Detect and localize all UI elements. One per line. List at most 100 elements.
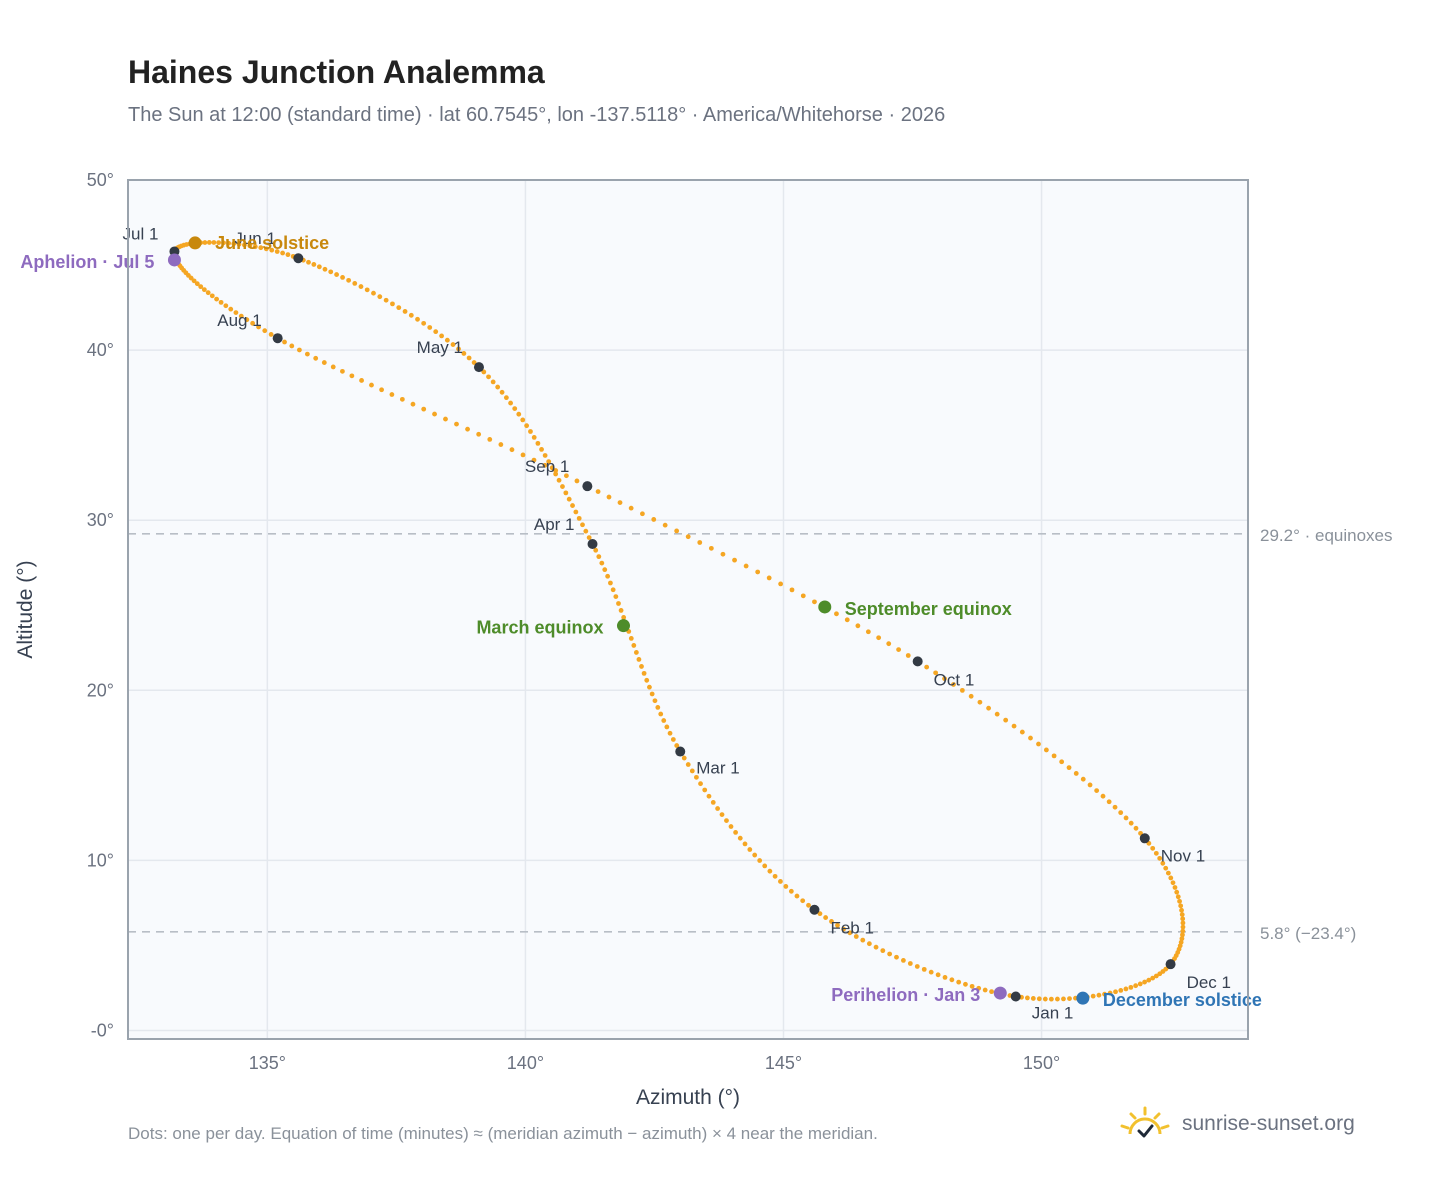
daily-sun-dot [334,272,339,277]
daily-sun-dot [228,306,234,312]
daily-sun-dot [364,287,370,293]
daily-sun-dot [191,278,197,284]
x-tick-label: 145° [765,1053,802,1073]
daily-sun-dot [216,240,222,246]
daily-sun-dot [379,387,384,393]
month-marker-oct-1 [912,656,923,667]
daily-sun-dot [586,535,592,540]
daily-sun-dot [628,636,634,641]
daily-sun-dot [1146,977,1152,983]
daily-sun-dot [520,452,526,458]
daily-sun-dot [256,324,261,330]
reference-line-label: 5.8° (−23.4°) [1260,924,1356,943]
daily-sun-dot [340,275,345,280]
daily-sun-dot [685,762,691,767]
daily-sun-dot [1096,992,1102,998]
daily-sun-dot [710,800,716,805]
daily-sun-dot [649,691,655,697]
daily-sun-dot [959,687,965,693]
daily-sun-dot [855,623,861,629]
daily-sun-dot [580,522,585,528]
daily-sun-dot [599,560,605,566]
daily-sun-dot [539,446,544,452]
daily-sun-dot [389,392,395,397]
daily-sun-dot [1179,936,1185,942]
daily-sun-dot [531,435,537,440]
event-marker-march-equinox [616,619,630,633]
month-marker-jan-1 [1010,991,1021,1002]
month-label-feb-1: Feb 1 [830,919,873,938]
daily-sun-dot [719,812,725,817]
month-marker-mar-1 [675,746,686,757]
month-marker-jul-1 [169,246,180,257]
daily-sun-dot [316,264,322,270]
daily-sun-dot [1180,916,1186,922]
daily-sun-dot [720,551,726,557]
daily-sun-dot [905,653,911,658]
daily-sun-dot [1128,820,1134,826]
daily-sun-dot [1094,788,1100,793]
event-marker-september-equinox [818,600,832,614]
daily-sun-dot [285,252,291,258]
daily-sun-dot [221,240,226,246]
daily-sun-dot [982,987,988,993]
event-marker-june-solstice [188,236,202,250]
daily-sun-dot [1177,898,1182,904]
daily-sun-dot [274,249,280,254]
daily-sun-dot [844,617,850,623]
month-marker-feb-1 [809,904,820,915]
daily-sun-dot [1133,983,1139,989]
daily-sun-dot [969,983,975,989]
daily-sun-dot [1150,975,1156,981]
daily-sun-dot [806,902,811,908]
daily-sun-dot [553,471,559,477]
daily-sun-dot [1128,984,1134,990]
daily-sun-dot [487,436,493,442]
daily-sun-dot [231,241,237,247]
daily-sun-dot [935,972,941,978]
daily-sun-dot [282,339,287,345]
daily-sun-dot [1153,850,1159,856]
event-markers: June solstice December solstice March equi… [20,233,1261,1010]
daily-sun-dot [602,567,608,573]
daily-sun-dot [390,301,395,307]
daily-sun-dot [236,241,242,247]
daily-sun-dot [306,259,311,265]
daily-sun-dot [427,325,433,330]
daily-sun-dot [772,873,778,879]
daily-sun-dot [223,303,229,309]
daily-sun-dot [535,440,541,446]
daily-sun-dot [371,290,376,296]
daily-sun-dot [608,580,613,586]
daily-sun-dot [1073,771,1079,776]
daily-sun-dot [1066,765,1072,771]
daily-sun-dot [606,494,612,500]
daily-sun-dot [383,297,389,303]
month-marker-sep-1 [582,481,593,492]
daily-sun-dot [1055,996,1060,1002]
daily-sun-dot [1107,990,1113,996]
daily-sun-dot [209,293,215,299]
event-marker-december-solstice [1076,991,1090,1005]
daily-sun-dot [1087,782,1093,788]
daily-sun-dot [563,490,569,496]
daily-sun-dot [1172,885,1178,890]
brand-logo[interactable]: sunrise-sunset.org [1118,1102,1355,1146]
daily-sun-dot [524,423,530,429]
daily-sun-dot [662,522,668,528]
daily-sun-dot [652,698,658,704]
daily-sun-dot [596,554,602,560]
daily-sun-dot [942,974,948,980]
daily-sun-dot [702,787,708,793]
daily-sun-dot [289,343,295,349]
daily-sun-dot [346,277,352,283]
daily-sun-dot [490,379,496,385]
daily-sun-dot [778,581,784,587]
daily-sun-dot [1178,903,1184,909]
daily-sun-dot [542,462,548,468]
x-tick-label: 140° [507,1053,544,1073]
x-tick-label: 150° [1023,1053,1060,1073]
daily-sun-dot [508,400,513,406]
x-axis-label: Azimuth (°) [636,1086,740,1109]
daily-sun-dot [280,250,286,256]
